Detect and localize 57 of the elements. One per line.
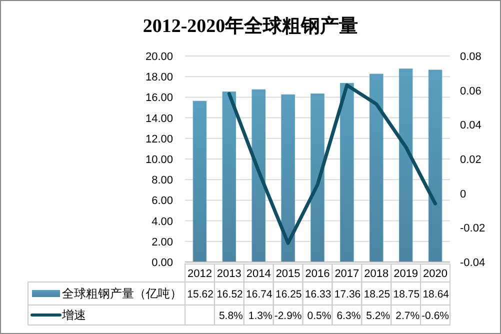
y2-tick-label: -0.02 — [460, 222, 486, 235]
y2-tick-label: 0.08 — [460, 51, 482, 63]
data-label: 17.36 — [334, 288, 361, 300]
data-label: 18.64 — [422, 288, 450, 300]
y-tick-label: 2.00 — [152, 236, 173, 248]
y2-tick-label: 0.02 — [460, 154, 482, 166]
y-tick-label: 0.00 — [152, 257, 173, 269]
data-label: 16.33 — [304, 288, 332, 300]
x-tick-label: 2012 — [187, 268, 212, 280]
data-label: 1.3% — [248, 310, 272, 322]
y-tick-label: 16.00 — [145, 92, 173, 104]
legend-label: 增速 — [61, 308, 86, 322]
y-tick-label: 6.00 — [152, 195, 173, 208]
data-label: 5.8% — [218, 310, 243, 322]
bar — [281, 94, 295, 262]
bar — [222, 92, 236, 262]
bar — [310, 94, 324, 262]
y-tick-label: 8.00 — [152, 174, 173, 187]
data-label: 6.3% — [336, 310, 361, 322]
bar — [252, 89, 266, 262]
y-tick-label: 12.00 — [145, 133, 173, 146]
bar — [340, 82, 354, 262]
data-label: 16.74 — [246, 288, 272, 300]
bar — [428, 70, 442, 262]
x-tick-label: 2015 — [276, 268, 300, 280]
y2-tick-label: 0.06 — [460, 85, 482, 98]
data-label: 2.7% — [396, 310, 420, 322]
x-tick-label: 2014 — [246, 268, 271, 280]
y2-tick-label: 0.04 — [460, 120, 482, 132]
x-tick-label: 2017 — [334, 268, 360, 280]
y-tick-label: 18.00 — [145, 72, 173, 84]
y-tick-label: 14.00 — [145, 112, 173, 125]
y2-tick-label: -0.04 — [460, 257, 486, 269]
data-label: -0.6% — [422, 310, 449, 322]
bar — [398, 68, 413, 262]
data-label: 18.25 — [364, 288, 390, 300]
x-tick-label: 2020 — [423, 268, 448, 280]
data-label: 15.62 — [187, 288, 214, 300]
x-tick-label: 2013 — [216, 268, 242, 280]
x-tick-label: 2019 — [394, 268, 418, 280]
data-label: 16.25 — [275, 288, 302, 300]
data-label: 18.75 — [393, 288, 420, 300]
x-tick-label: 2018 — [364, 268, 389, 280]
data-label: 16.52 — [216, 288, 244, 300]
y2-tick-label: 0 — [460, 188, 466, 200]
line-series — [227, 83, 438, 245]
data-label: 5.2% — [366, 310, 390, 322]
y-tick-label: 4.00 — [152, 216, 173, 228]
bar — [192, 100, 207, 262]
bar — [370, 74, 384, 262]
x-tick-label: 2016 — [305, 268, 330, 280]
data-label: -2.9% — [274, 310, 302, 322]
legend-label: 全球粗钢产量（亿吨） — [62, 286, 182, 300]
y-tick-label: 10.00 — [145, 154, 173, 166]
chart-title: 2012-2020年全球粗钢产量 — [142, 15, 358, 37]
y-tick-label: 20.00 — [145, 51, 173, 63]
data-label: 0.5% — [307, 310, 332, 322]
